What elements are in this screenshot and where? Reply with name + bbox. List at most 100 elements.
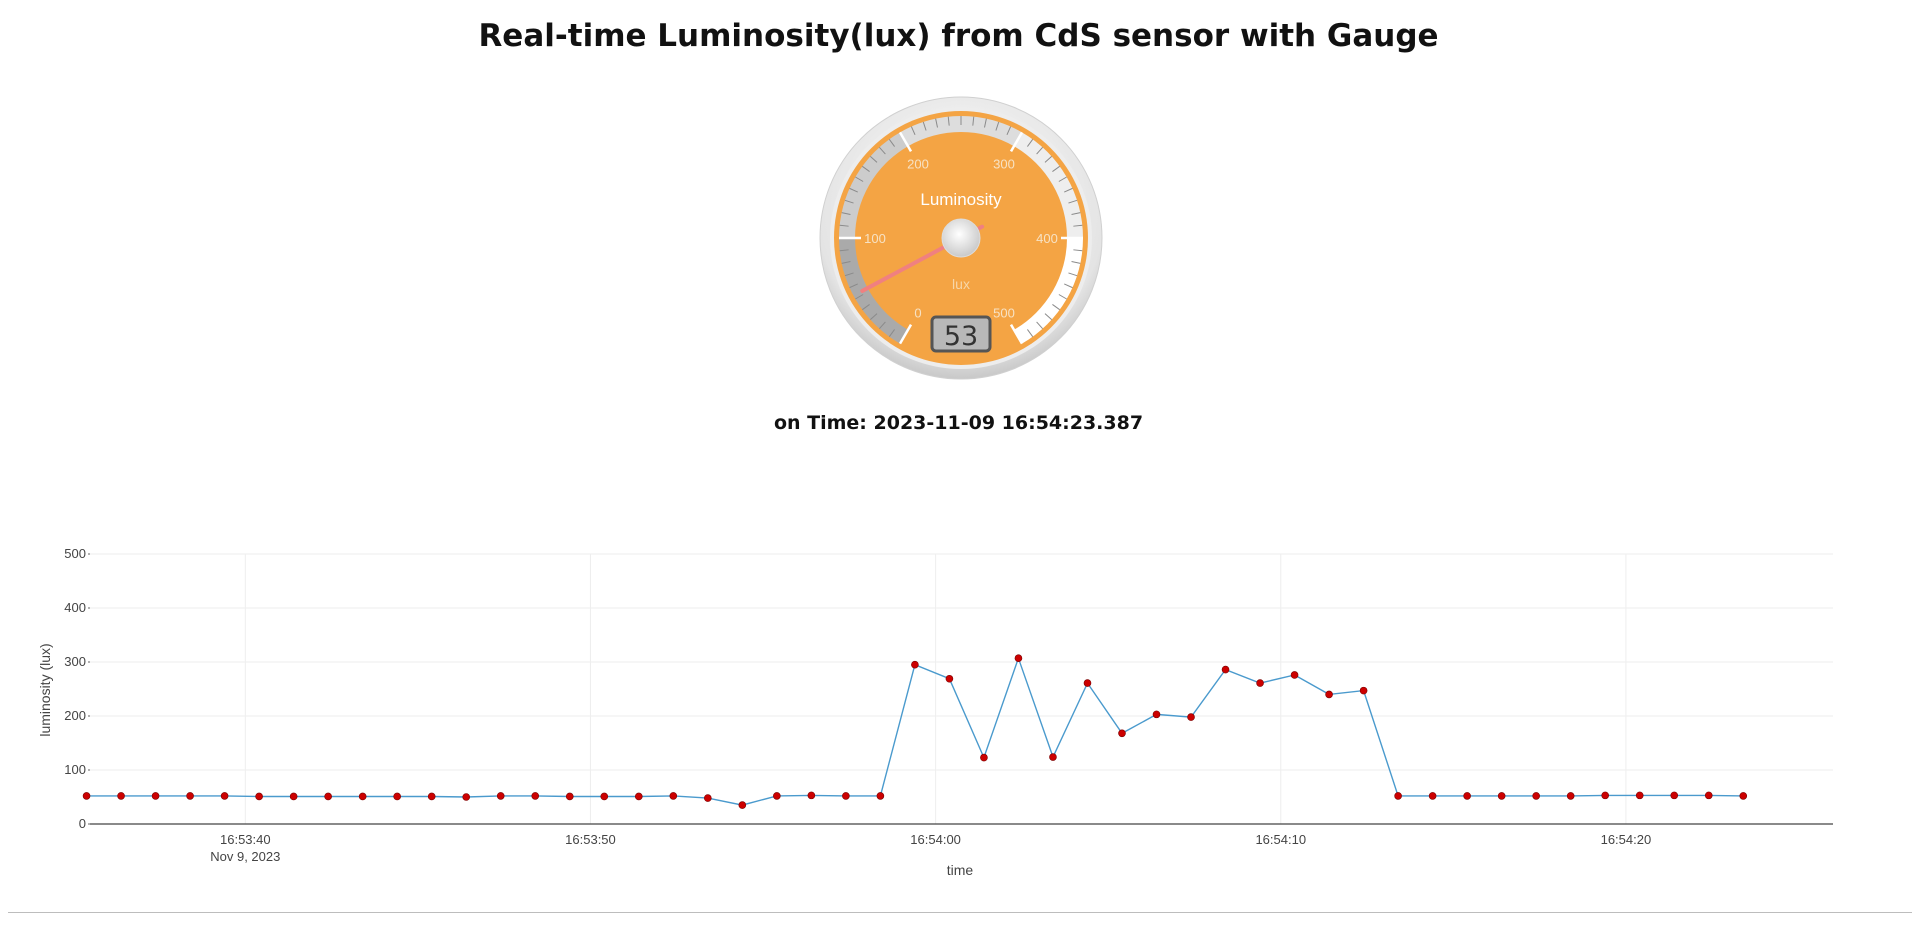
- gauge-minor-tick: [849, 283, 858, 289]
- data-point: [1463, 792, 1471, 800]
- gauge-minor-tick: [1052, 165, 1060, 172]
- gauge-minor-tick: [855, 294, 864, 300]
- y-tick-label: 100: [64, 762, 86, 777]
- gauge-minor-tick: [855, 176, 864, 182]
- data-point: [1670, 791, 1679, 800]
- divider: [8, 912, 1912, 913]
- gauge-minor-tick: [841, 261, 851, 264]
- gauge-minor-tick: [935, 118, 938, 128]
- data-point: [496, 792, 505, 800]
- data-point: [1739, 792, 1748, 800]
- gauge-minor-tick: [888, 329, 895, 337]
- data-point: [876, 792, 885, 800]
- luminosity-gauge: 0 100 200 300 400 500 Luminosity lux 53: [818, 95, 1104, 381]
- gauge-svg: 0 100 200 300 400 500 Luminosity lux 53: [819, 96, 1103, 380]
- gauge-minor-tick: [1044, 313, 1052, 321]
- gauge-minor-tick: [1068, 199, 1078, 204]
- data-point: [807, 791, 816, 800]
- gauge-minor-tick: [839, 224, 849, 227]
- gauge-minor-tick: [1071, 261, 1081, 264]
- gauge-value-box: [930, 315, 992, 353]
- gauge-tick-label: 300: [993, 157, 1015, 172]
- data-point: [1049, 753, 1057, 761]
- chart-grid: [90, 553, 1833, 824]
- gauge-ticks: [839, 116, 1083, 345]
- data-point: [1394, 792, 1402, 800]
- gauge-minor-tick: [1058, 176, 1067, 182]
- data-point: [945, 674, 954, 683]
- gauge-minor-tick: [1052, 304, 1060, 311]
- x-tick-label: 16:53:40: [220, 832, 271, 847]
- gauge-highlight-band: [839, 238, 908, 344]
- gauge-minor-tick: [888, 139, 895, 147]
- data-point: [704, 794, 712, 802]
- gauge-highlights: [839, 115, 1083, 344]
- gauge-tick-label: 200: [907, 157, 929, 172]
- x-axis-title: time: [947, 862, 974, 878]
- data-point: [565, 792, 574, 801]
- data-point: [1256, 679, 1264, 687]
- gauge-minor-tick: [1006, 126, 1012, 135]
- gauge-minor-tick: [870, 313, 878, 321]
- gauge-minor-tick: [1071, 212, 1081, 215]
- gauge-minor-tick: [1044, 155, 1052, 163]
- data-point: [1325, 690, 1333, 699]
- y-tick-label: 300: [64, 654, 86, 669]
- timestamp-label: on Time: 2023-11-09 16:54:23.387: [773, 412, 1144, 434]
- gauge-minor-tick: [844, 199, 854, 204]
- gauge-minor-tick: [849, 187, 858, 193]
- x-tick-label: 16:54:10: [1255, 832, 1306, 847]
- gauge-major-tick: [1009, 323, 1024, 345]
- x-tick-sublabel: Nov 9, 2023: [210, 849, 280, 864]
- gauge-minor-tick: [862, 165, 870, 172]
- data-point: [427, 792, 436, 801]
- data-point: [151, 792, 160, 800]
- data-point: [1497, 792, 1506, 800]
- gauge-major-tick: [898, 131, 913, 153]
- x-tick-label: 16:54:20: [1601, 832, 1652, 847]
- data-point: [980, 753, 988, 762]
- data-point: [289, 792, 298, 801]
- data-point: [393, 792, 401, 801]
- gauge-units: lux: [952, 276, 970, 292]
- data-point: [1601, 791, 1610, 800]
- data-point: [669, 792, 678, 800]
- gauge-value: 53: [944, 321, 978, 352]
- gauge-minor-tick: [1027, 329, 1034, 337]
- data-point: [1566, 792, 1575, 800]
- gauge-minor-tick: [1073, 224, 1083, 227]
- gauge-minor-tick: [1027, 139, 1034, 147]
- data-point: [220, 792, 229, 800]
- gauge-minor-tick: [1064, 283, 1073, 289]
- gauge-minor-tick: [910, 126, 916, 135]
- data-point: [1014, 654, 1023, 663]
- luminosity-series-line: [86, 656, 1744, 806]
- gauge-minor-tick: [1058, 294, 1067, 300]
- gauge-minor-tick: [947, 116, 950, 126]
- gauge-highlight-band: [1014, 132, 1083, 238]
- data-point: [600, 792, 609, 801]
- y-axis-title: luminosity (lux): [37, 643, 53, 736]
- gauge-minor-tick: [862, 304, 870, 311]
- data-point: [634, 792, 643, 801]
- data-point: [255, 792, 263, 801]
- gauge-minor-tick: [878, 321, 886, 329]
- data-point: [324, 792, 332, 801]
- y-tick-label: 200: [64, 708, 86, 723]
- gauge-highlight-band: [1014, 238, 1083, 344]
- gauge-tick-labels: 0 100 200 300 400 500: [864, 157, 1058, 321]
- gauge-minor-tick: [878, 147, 886, 155]
- data-point: [1118, 729, 1126, 738]
- gauge-minor-tick: [870, 155, 878, 163]
- gauge-highlight-band: [900, 115, 1022, 147]
- gauge-minor-tick: [841, 212, 851, 215]
- gauge-minor-tick: [995, 121, 1000, 131]
- data-point: [117, 792, 125, 800]
- gauge-minor-tick: [1036, 147, 1044, 155]
- chart-svg: 0 100 200 300 400 500 16:53:40 Nov 9, 2023 16:53…: [37, 546, 1833, 878]
- gauge-minor-tick: [844, 272, 854, 277]
- data-point: [1704, 791, 1713, 800]
- page-title: Real-time Luminosity(lux) from CdS senso…: [478, 18, 1439, 54]
- y-tick-label: 400: [64, 600, 86, 615]
- gauge-major-tick: [898, 323, 913, 345]
